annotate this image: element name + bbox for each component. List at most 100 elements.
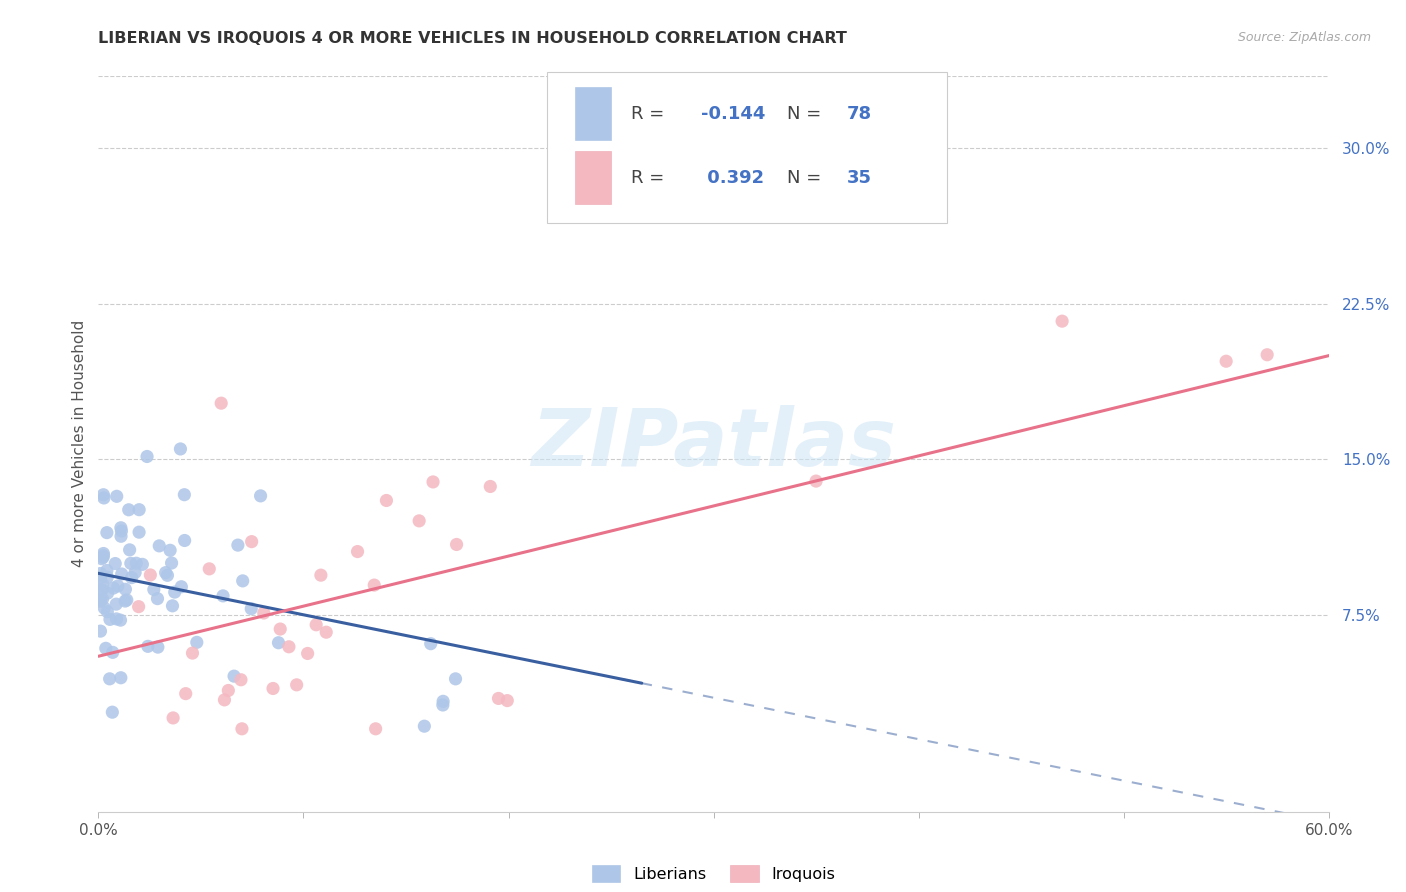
Point [125,556,148,570]
Point [1256,348,1278,362]
Point [240,601,263,615]
Text: 35: 35 [846,169,872,186]
Point [98,612,121,626]
Point [98,672,121,686]
Point [96,525,118,540]
Point [89,594,111,608]
Point [110,524,132,538]
Point [136,640,159,654]
Point [173,533,195,548]
Text: 78: 78 [846,104,872,122]
FancyBboxPatch shape [575,87,612,140]
Point [186,635,208,649]
Point [170,580,193,594]
Point [111,566,134,581]
Text: LIBERIAN VS IROQUOIS 4 OR MORE VEHICLES IN HOUSEHOLD CORRELATION CHART: LIBERIAN VS IROQUOIS 4 OR MORE VEHICLES … [98,31,848,46]
Text: ZIPatlas: ZIPatlas [531,405,896,483]
Point [96,564,118,578]
Point [432,694,454,708]
Point [110,671,132,685]
Point [89,566,111,581]
Point [804,474,827,488]
Text: R =: R = [631,169,671,186]
Point [315,625,337,640]
Point [432,698,454,712]
Point [93,547,115,561]
Point [249,489,271,503]
Point [101,645,124,659]
Point [363,578,385,592]
Text: 0.392: 0.392 [702,169,765,186]
Point [479,479,502,493]
Point [114,582,136,597]
Point [226,538,249,552]
Point [93,601,115,615]
Point [146,591,169,606]
Point [114,594,136,608]
Point [105,597,128,611]
Point [93,488,115,502]
Point [446,537,468,551]
Point [96,570,118,584]
Point [212,589,235,603]
Point [1215,354,1237,368]
Point [110,613,132,627]
Point [181,646,204,660]
Point [240,534,263,549]
Y-axis label: 4 or more Vehicles in Household: 4 or more Vehicles in Household [72,320,87,567]
Point [156,568,179,582]
Point [1050,314,1073,328]
Point [128,502,150,516]
Point [297,647,319,661]
Point [118,542,141,557]
Point [155,566,177,580]
Point [413,719,436,733]
Point [107,579,129,593]
Point [115,593,138,607]
Text: N =: N = [787,104,827,122]
Point [124,566,146,580]
Point [97,586,120,600]
Point [408,514,430,528]
Point [163,585,186,599]
Point [346,544,368,558]
Point [90,583,112,598]
Point [232,574,254,588]
Point [96,605,118,619]
Point [139,568,162,582]
Point [105,612,128,626]
Point [146,640,169,654]
Point [285,678,308,692]
Point [101,705,124,719]
Point [305,617,328,632]
Point [91,577,114,591]
Point [267,636,290,650]
Point [262,681,284,696]
Point [269,622,291,636]
Text: R =: R = [631,104,671,122]
Point [93,549,115,563]
Point [93,491,115,505]
Point [159,543,181,558]
Point [496,693,519,707]
Point [162,711,184,725]
Point [253,606,276,620]
Point [104,557,127,571]
Point [118,503,141,517]
Point [169,442,191,456]
Point [214,693,236,707]
Point [90,551,112,566]
Point [142,582,165,597]
Point [89,592,111,607]
Point [173,488,195,502]
Point [105,489,128,503]
Point [94,641,117,656]
Point [162,599,184,613]
Point [375,493,398,508]
Point [120,557,142,571]
Point [131,558,153,572]
Point [148,539,170,553]
Point [136,450,159,464]
Point [89,570,111,584]
Point [91,582,114,597]
